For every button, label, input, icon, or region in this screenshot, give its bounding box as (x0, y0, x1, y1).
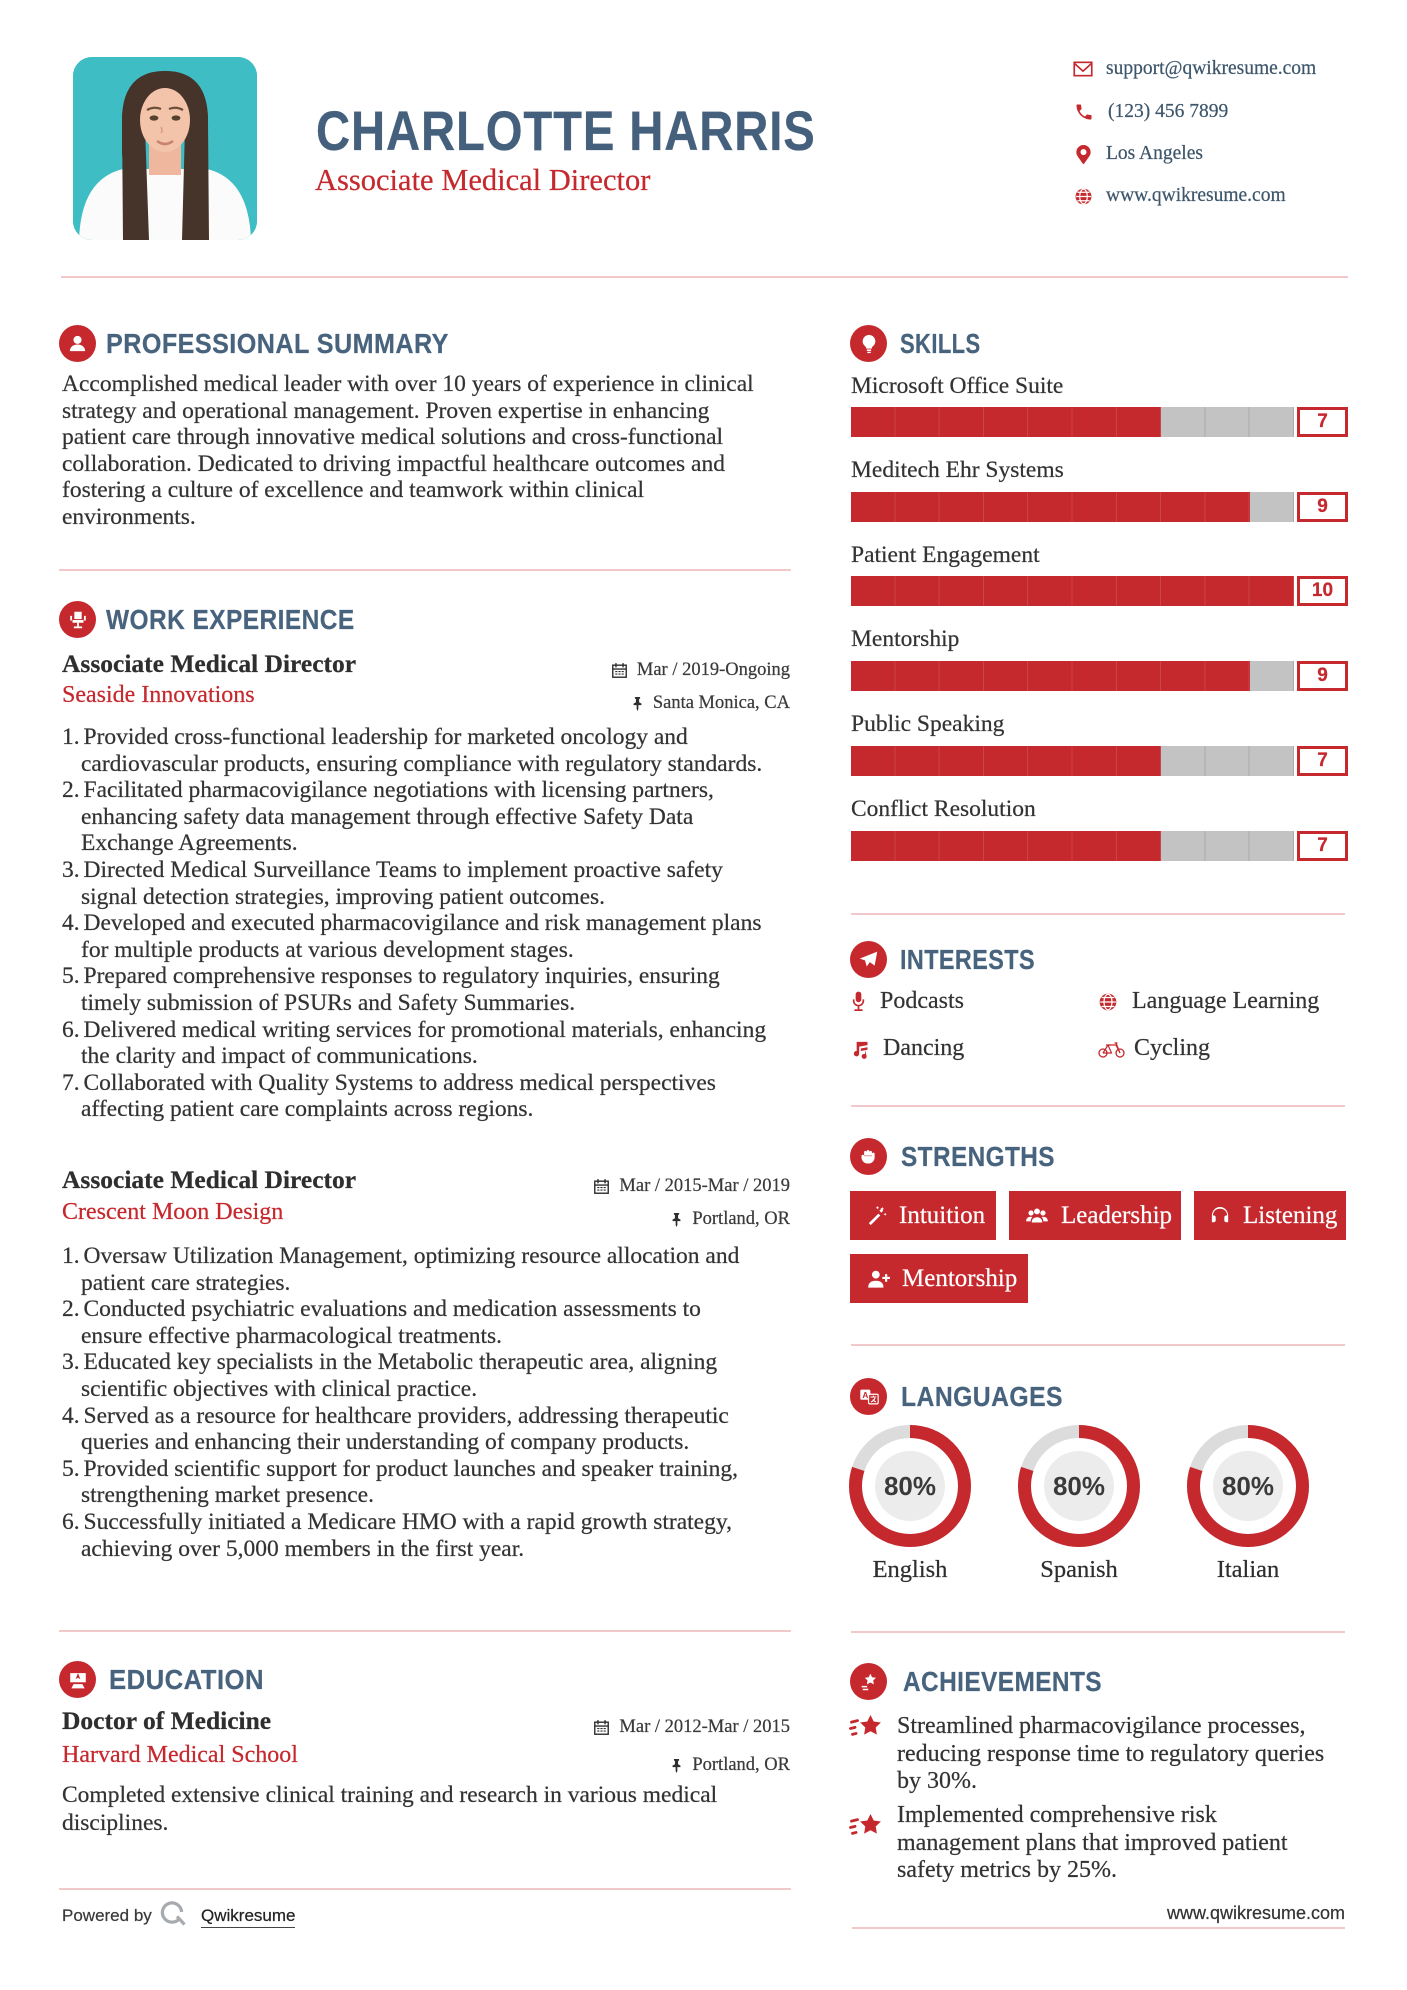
svg-text:80%: 80% (1053, 1471, 1105, 1501)
svg-text:80%: 80% (884, 1471, 936, 1501)
svg-text:A: A (862, 1390, 868, 1399)
svg-text:80%: 80% (1222, 1471, 1274, 1501)
